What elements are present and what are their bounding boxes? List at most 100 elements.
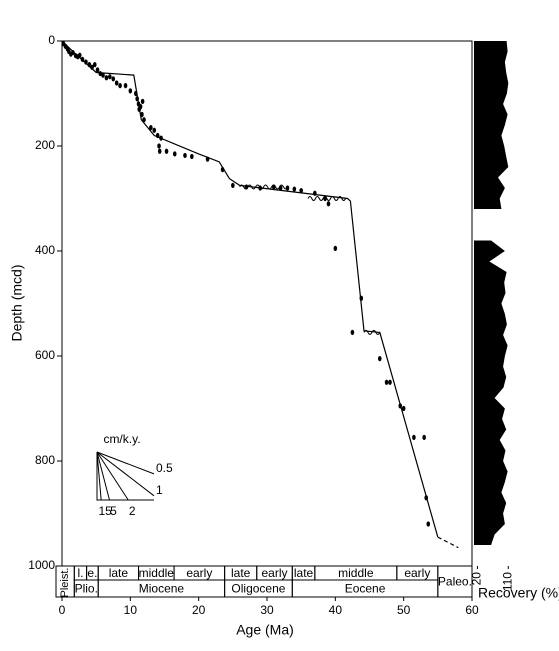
age-model-line <box>61 40 439 538</box>
datum-point <box>190 153 194 160</box>
datum-point <box>220 167 225 173</box>
y-tick-label: 200 <box>35 138 55 152</box>
datum-point <box>157 143 161 149</box>
epoch-label: Pleist. <box>59 568 71 598</box>
datum-point <box>157 148 162 154</box>
stage-label: e. <box>87 566 97 580</box>
x-tick-label: 60 <box>465 603 479 617</box>
stage-label: middle <box>139 566 175 580</box>
recovery-area <box>474 41 509 545</box>
y-tick-label: 0 <box>48 33 55 47</box>
datum-point <box>149 125 153 131</box>
datum-point <box>164 148 169 154</box>
datum-point <box>142 117 146 123</box>
datum-point <box>272 184 276 190</box>
rate-label: 1 <box>156 483 163 497</box>
stage-label: middle <box>338 566 374 580</box>
datum-point <box>350 329 355 335</box>
x-tick-label: 30 <box>260 603 274 617</box>
datum-point <box>108 74 112 80</box>
datum-point <box>90 64 94 70</box>
datum-point <box>123 83 128 89</box>
datum-point <box>426 521 431 527</box>
datum-point <box>258 185 262 191</box>
datum-point <box>101 72 105 78</box>
epoch-label: Eocene <box>345 582 386 596</box>
x-tick-label: 20 <box>192 603 206 617</box>
y-tick-label: 1000 <box>28 558 55 572</box>
datum-point <box>412 434 416 440</box>
datum-point <box>71 49 75 56</box>
datum-point <box>422 434 426 440</box>
datum-point <box>77 52 82 58</box>
epoch-label: Paleo. <box>438 575 472 589</box>
datum-point <box>159 135 163 141</box>
datum-point <box>155 132 160 139</box>
rate-label: 15 <box>98 504 112 518</box>
datum-point <box>398 403 403 409</box>
rate-ray <box>96 451 129 501</box>
datum-point <box>359 295 364 301</box>
recovery-axis-title: Recovery (%) <box>478 585 559 601</box>
datum-point <box>80 56 85 62</box>
stage-label: late <box>109 566 129 580</box>
inset-frame <box>96 452 154 501</box>
epoch-label: Miocene <box>139 582 185 596</box>
hiatus <box>363 329 381 335</box>
datum-point <box>278 185 283 191</box>
epoch-label: Plio. <box>75 582 98 596</box>
datum-point <box>93 62 97 68</box>
datum-point <box>388 379 392 385</box>
rate-label: 0.5 <box>156 461 173 475</box>
y-tick-label: 400 <box>35 243 55 257</box>
datum-point <box>87 62 92 68</box>
recovery-tick-label: 20 <box>470 572 484 586</box>
x-tick-label: 10 <box>124 603 138 617</box>
stage-label: early <box>186 566 212 580</box>
datum-point <box>323 195 327 202</box>
rate-ray <box>96 451 110 501</box>
datum-point <box>377 356 382 362</box>
y-axis-title: Depth (mcd) <box>9 264 25 341</box>
datum-point <box>140 111 144 118</box>
datum-point <box>401 405 406 412</box>
x-tick-label: 40 <box>329 603 343 617</box>
datum-point <box>137 106 142 112</box>
datum-point <box>114 80 119 86</box>
stage-label: late <box>231 566 251 580</box>
datum-point <box>326 201 331 207</box>
stage-label: l. <box>77 566 83 580</box>
x-axis-title: Age (Ma) <box>236 622 294 638</box>
datum-point <box>118 83 122 89</box>
datum-point <box>333 245 338 251</box>
datum-point <box>134 90 138 97</box>
stage-label: late <box>294 566 314 580</box>
y-tick-label: 800 <box>35 453 55 467</box>
x-tick-label: 0 <box>59 603 66 617</box>
datum-point <box>244 184 249 190</box>
datum-point <box>135 96 139 102</box>
plot-frame <box>61 40 473 567</box>
recovery-tick-label: 110 <box>500 572 514 591</box>
epoch-cell <box>437 565 473 598</box>
datum-point <box>384 379 389 385</box>
stage-label: early <box>262 566 288 580</box>
stage-label: early <box>404 566 430 580</box>
rate-ray <box>96 451 155 497</box>
datum-point <box>285 185 290 191</box>
datum-point <box>104 75 109 81</box>
rate-ray <box>96 451 155 475</box>
y-tick-label: 600 <box>35 348 55 362</box>
datum-point <box>231 182 235 188</box>
datum-point <box>152 127 157 133</box>
datum-point <box>205 156 210 162</box>
inset-title: cm/k.y. <box>103 432 140 446</box>
datum-point <box>299 188 303 194</box>
datum-point <box>98 70 103 77</box>
x-tick-label: 50 <box>397 603 411 617</box>
datum-point <box>140 98 145 104</box>
rate-label: 5 <box>110 504 117 518</box>
datum-point <box>313 190 317 196</box>
